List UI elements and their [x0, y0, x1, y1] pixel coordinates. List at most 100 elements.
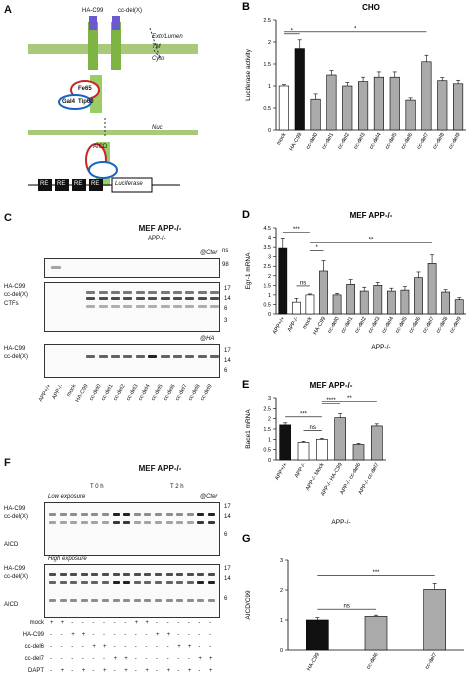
blot-band	[111, 305, 120, 308]
blot-band	[173, 305, 182, 308]
y-tick-label: 1.5	[263, 427, 271, 433]
blot-band	[208, 599, 215, 602]
x-tick-label: cc-del1	[340, 316, 354, 334]
x-tick-label: cc-del5	[395, 316, 409, 334]
f-cell: -	[145, 632, 148, 638]
bar	[278, 247, 288, 315]
bar	[437, 80, 448, 131]
blot-band	[155, 521, 162, 524]
blot-band	[70, 521, 78, 524]
significance-label: *	[291, 28, 294, 34]
bar	[421, 61, 432, 131]
significance-label: ***	[300, 411, 308, 417]
blot-band	[123, 297, 133, 300]
blot-band	[208, 581, 215, 584]
blot-band	[135, 305, 145, 308]
f-t0: T 0 h	[90, 484, 104, 490]
f-cell: -	[50, 644, 52, 650]
f-cell: +	[60, 620, 65, 626]
bar	[319, 270, 328, 315]
blot-band	[133, 599, 141, 602]
x-tick-label: HA-C99	[289, 132, 304, 152]
x-tick-label: cc-del7	[422, 316, 436, 334]
f-cell: -	[187, 656, 190, 662]
bar	[454, 299, 464, 315]
x-tick-label: APP+/+	[274, 462, 289, 481]
a-luciferase-label: Luciferase	[115, 181, 143, 187]
significance-label: ns	[300, 280, 306, 286]
f-cell: -	[134, 668, 137, 674]
f-m6: 6	[224, 532, 228, 538]
f-cell: -	[156, 620, 158, 626]
f-cell: -	[113, 668, 116, 674]
x-tick-label: cc-del6	[400, 132, 414, 150]
f-cell: -	[60, 656, 63, 662]
blot-band	[186, 581, 194, 584]
blot-band	[135, 355, 145, 358]
c-m6: 6	[224, 306, 228, 312]
y-tick-label: 1	[268, 293, 271, 299]
blot-band	[186, 513, 194, 516]
bar	[373, 76, 384, 131]
blot-band	[165, 521, 173, 524]
chart-title: MEF APP-/-	[350, 211, 393, 220]
a-re-1: RE	[40, 181, 49, 187]
blot-band	[59, 581, 67, 584]
bar	[294, 48, 305, 131]
blot-band	[148, 291, 158, 294]
x-tick-label: APP-/- Mock	[305, 462, 326, 492]
a-tip60-label: Tip60	[78, 99, 94, 105]
blot-band	[148, 355, 158, 358]
y-tick-label: 2.5	[263, 406, 271, 412]
bar	[414, 277, 423, 315]
x-tick-label: APP-/-	[294, 462, 307, 479]
blot-band	[123, 355, 133, 358]
x-tick-label: HA-C99	[306, 652, 321, 672]
bar	[405, 99, 416, 131]
blot-band	[112, 573, 120, 576]
bar	[279, 424, 291, 461]
blot-band	[165, 581, 173, 584]
f-cell: -	[71, 644, 74, 650]
f-lbl-aicd2: AICD	[4, 602, 19, 608]
f-cell: +	[103, 668, 107, 674]
y-tick-label: 1.5	[263, 283, 271, 289]
x-tick-label: mock	[276, 132, 288, 147]
blot-band	[197, 355, 207, 358]
f-title: MEF APP-/-	[138, 464, 182, 473]
y-tick-label: 2	[268, 274, 271, 280]
x-tick-label: cc-del9	[448, 132, 462, 150]
f-cell: -	[145, 656, 148, 662]
a-re-4: RE	[91, 181, 100, 187]
significance-label: ns	[343, 604, 349, 610]
panel-label-f: F	[4, 457, 11, 469]
blot-band	[102, 581, 109, 584]
f-blot-high	[44, 564, 220, 618]
y-tick-label: 1.5	[263, 62, 271, 68]
re-box-1	[38, 179, 52, 191]
x-tick-label: cc-del4	[369, 132, 383, 150]
blot-band	[102, 599, 109, 602]
significance-label: *	[354, 26, 357, 32]
chart-g: 0 1 2 3 AICD/C99 HA-C99 cc-del6 cc-del7 ns *** G	[242, 533, 464, 672]
f-cell: +	[81, 668, 86, 674]
f-cell: -	[60, 632, 63, 638]
a-nuc-label: Nuc	[152, 125, 163, 131]
y-axis-label: AICD/C99	[245, 590, 252, 620]
x-tick-label: cc-del0	[305, 132, 319, 150]
f-cell: -	[198, 668, 201, 674]
f-cell: -	[124, 620, 127, 626]
f-cell: +	[92, 644, 96, 650]
blot-band	[135, 291, 145, 294]
x-tick-label: cc-del9	[449, 316, 463, 334]
c-blot-bottom	[44, 344, 220, 378]
x-tick-label: cc-del3	[367, 316, 381, 334]
y-tick-label: 0	[268, 312, 271, 318]
y-tick-label: 2	[280, 588, 283, 594]
blot-band	[197, 521, 205, 524]
f-cell: +	[156, 632, 160, 638]
f-cell: +	[124, 668, 128, 674]
x-tick-label: HA-C99	[312, 316, 327, 336]
f-cell: -	[103, 620, 105, 626]
chart-e: MEF APP-/- 0 0.5 1 1.5 2 2.5 3 Bace1 mRNA APP+/+ A…	[242, 379, 386, 526]
